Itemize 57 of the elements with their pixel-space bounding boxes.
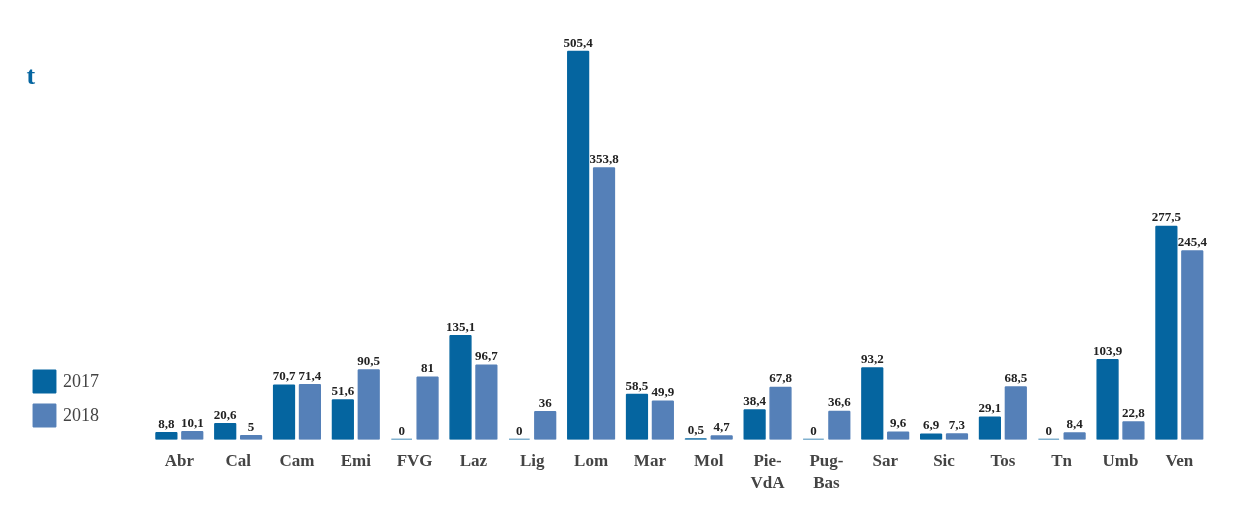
data-label: 0	[398, 422, 405, 438]
data-label: 81	[421, 360, 435, 376]
x-tick-label: Cam	[279, 450, 315, 470]
data-label: 135,1	[445, 318, 476, 334]
y-axis-title: t	[26, 61, 36, 91]
data-label: 245,4	[1177, 234, 1208, 250]
data-label: 90,5	[357, 353, 381, 369]
data-label: 5	[247, 418, 255, 434]
data-label: 58,5	[625, 377, 649, 393]
data-label: 20,6	[213, 406, 238, 422]
legend-label: 2018	[63, 404, 99, 426]
data-label: 68,5	[1004, 369, 1028, 385]
x-tick-label: Umb	[1102, 450, 1139, 470]
x-tick-label: Sic	[933, 450, 956, 470]
data-label: 7,3	[948, 416, 966, 432]
x-tick-label: FVG	[396, 450, 433, 470]
x-tick-label: Ven	[1165, 450, 1194, 470]
data-label: 8,4	[1066, 416, 1084, 432]
data-label: 0	[1045, 422, 1052, 438]
x-tick-label: Sar	[872, 450, 899, 470]
data-label: 96,7	[475, 348, 499, 364]
data-label: 103,9	[1092, 342, 1123, 358]
x-tick-label: Cal	[225, 450, 252, 470]
data-label: 71,4	[298, 367, 322, 383]
x-tick-label: Abr	[164, 450, 195, 470]
data-label: 67,8	[769, 370, 793, 386]
x-tick-label: Laz	[459, 450, 488, 470]
x-tick-label: Pug- Bas	[809, 450, 844, 493]
data-label: 51,6	[331, 382, 355, 398]
data-label: 22,8	[1122, 405, 1146, 420]
x-tick-label: Mol	[694, 450, 724, 470]
data-label: 505,4	[563, 34, 594, 50]
x-tick-label: Lom	[574, 450, 609, 470]
data-label: 277,5	[1151, 209, 1182, 225]
data-label: 29,1	[978, 400, 1002, 416]
data-label: 36	[538, 394, 553, 410]
data-label: 6,9	[922, 417, 940, 433]
data-label: 38,4	[743, 393, 767, 409]
data-label: 0	[516, 422, 523, 438]
x-tick-label: Pie- VdA	[750, 450, 786, 493]
data-label: 0	[810, 422, 817, 438]
x-tick-label: Tn	[1051, 450, 1073, 470]
data-label: 0,5	[687, 422, 705, 438]
x-tick-label: Mar	[633, 450, 667, 470]
x-tick-label: Tos	[990, 450, 1016, 470]
legend-label: 2017	[63, 370, 99, 392]
data-label: 353,8	[589, 150, 620, 166]
x-tick-label: Lig	[519, 450, 546, 470]
data-label: 70,7	[272, 368, 296, 384]
data-label: 4,7	[713, 418, 731, 434]
x-tick-label: Emi	[340, 450, 372, 470]
data-label: 10,1	[180, 414, 204, 430]
data-label: 36,6	[827, 394, 852, 410]
data-label: 93,2	[860, 350, 884, 366]
data-label: 49,9	[651, 384, 675, 400]
data-label: 9,6	[890, 415, 907, 431]
data-label: 8,8	[158, 415, 176, 431]
